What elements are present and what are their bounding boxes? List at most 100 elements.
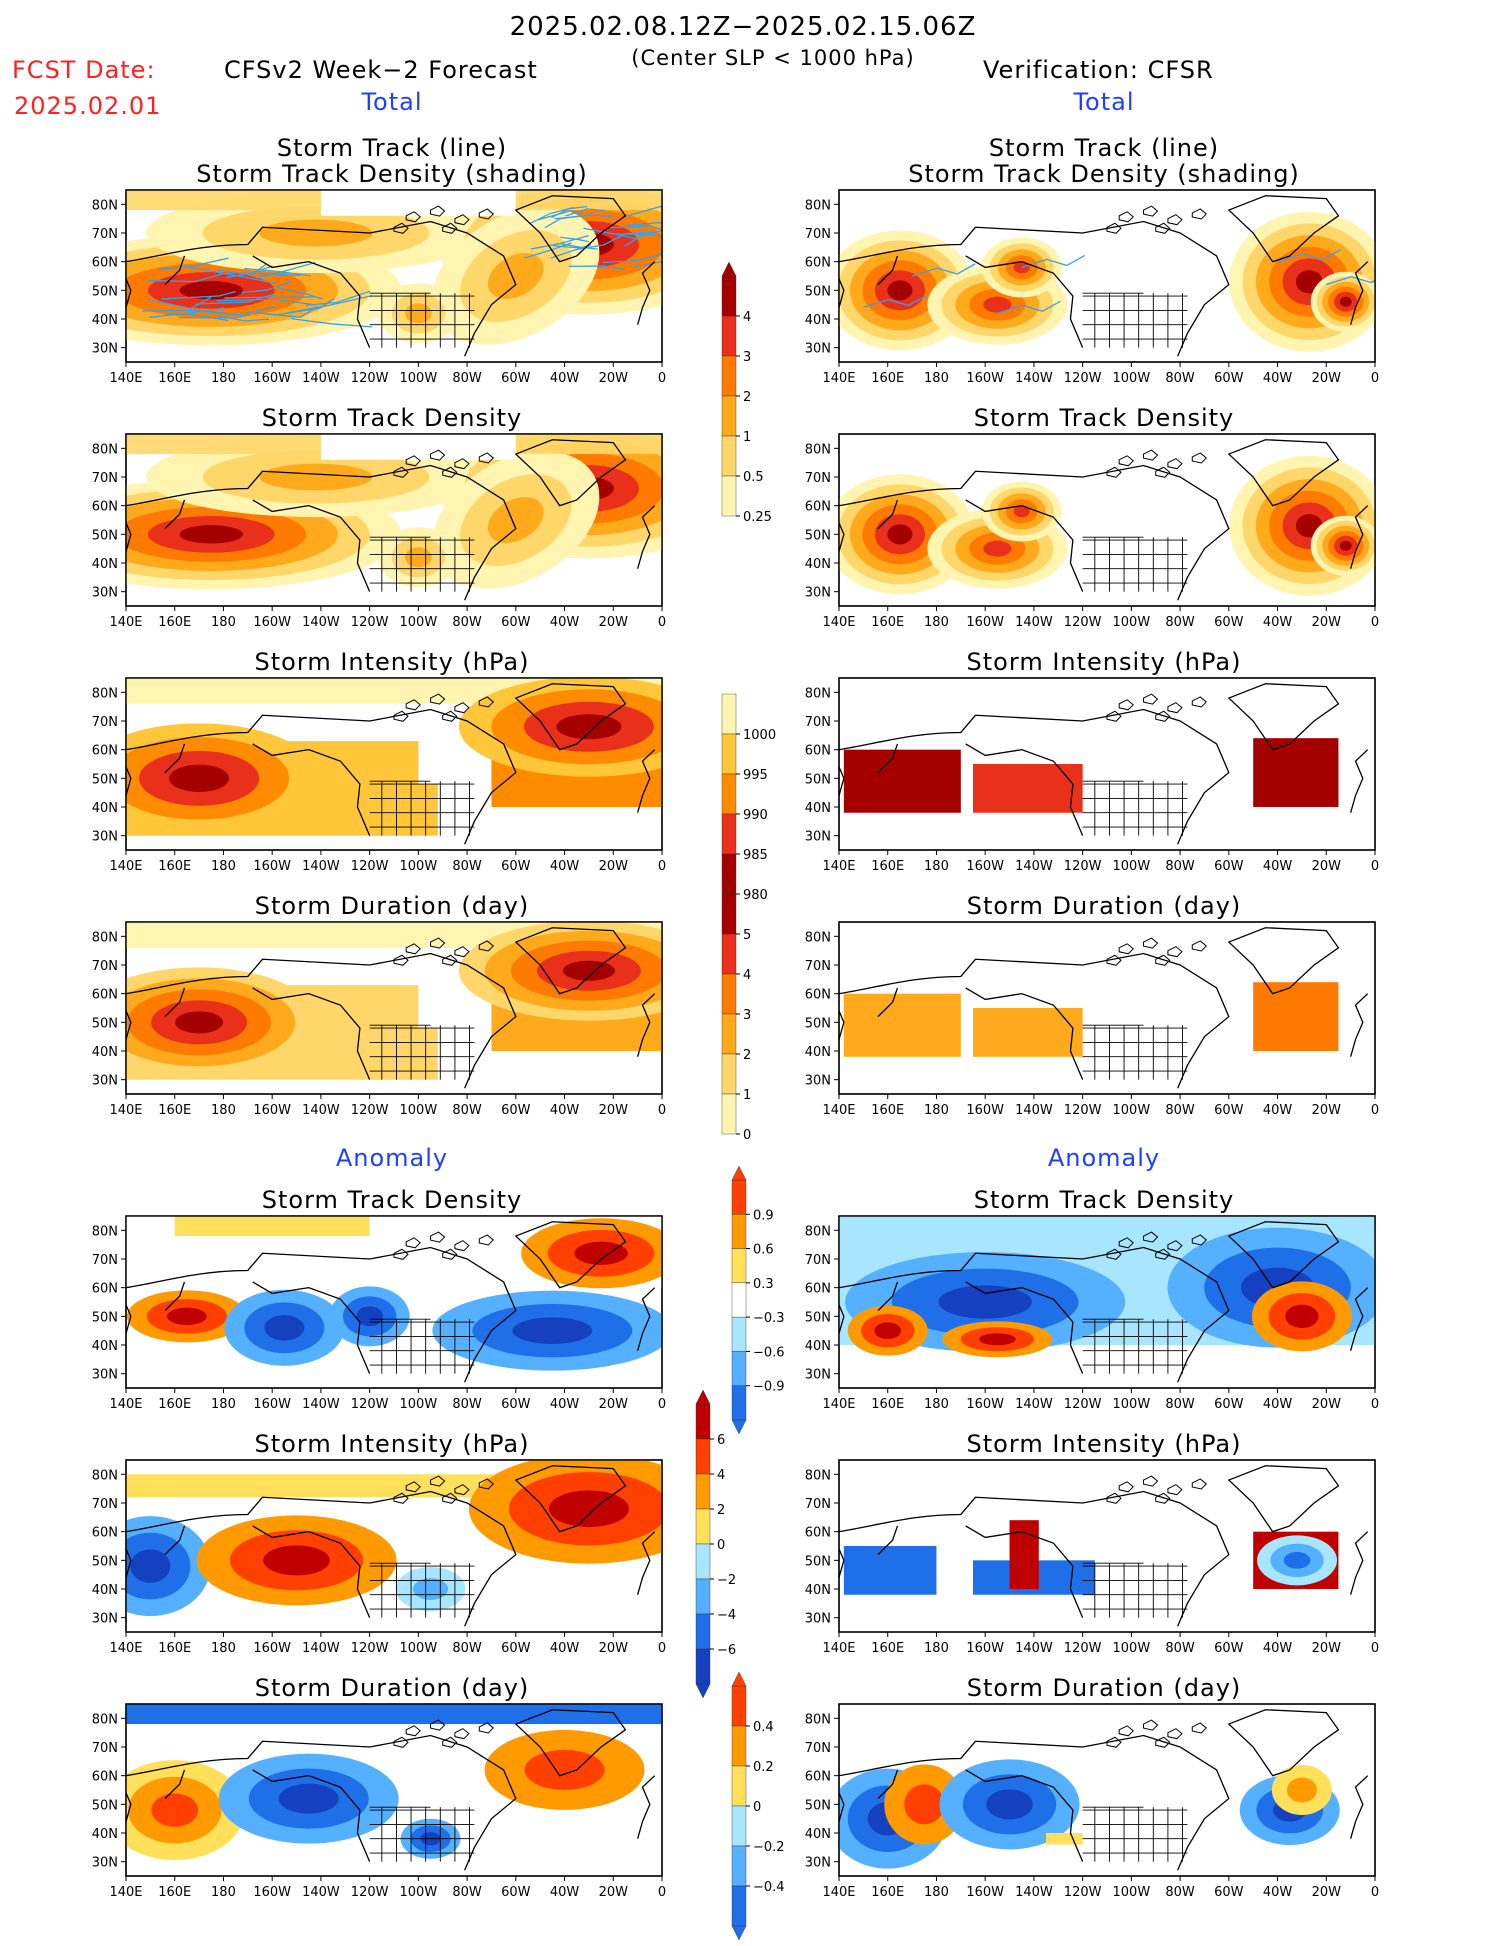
svg-text:80N: 80N [92,442,118,457]
svg-text:140E: 140E [822,859,855,874]
svg-text:140E: 140E [822,1885,855,1900]
svg-text:40N: 40N [805,1339,831,1354]
svg-text:140W: 140W [1015,1885,1053,1900]
svg-text:40W: 40W [550,1885,580,1900]
svg-text:20W: 20W [599,1103,629,1118]
svg-text:70N: 70N [92,1253,118,1268]
left-column-title: CFSv2 Week−2 Forecast [224,58,538,82]
svg-text:40N: 40N [805,1827,831,1842]
svg-text:160W: 160W [966,1103,1004,1118]
map-cfsr-duration: 140E 160E 180 160W 140W 120W 100W 80W 60W 40W 20W 0… [791,922,1385,1124]
svg-text:160E: 160E [158,371,191,386]
svg-text:0: 0 [1371,371,1379,386]
right-track-shading-title: Storm Track Density (shading) [908,160,1300,188]
svg-text:80N: 80N [805,686,831,701]
svg-text:0.3: 0.3 [753,1277,774,1292]
svg-text:100W: 100W [1113,1397,1151,1412]
svg-text:80W: 80W [1165,371,1195,386]
svg-text:60W: 60W [1214,1641,1244,1656]
svg-text:50N: 50N [92,1310,118,1325]
left-anom-density-title: Storm Track Density [262,1186,522,1214]
svg-text:50N: 50N [805,528,831,543]
svg-text:990: 990 [743,808,768,823]
svg-text:80W: 80W [452,371,482,386]
svg-text:120W: 120W [1064,1641,1102,1656]
svg-text:120W: 120W [1064,1103,1102,1118]
svg-text:40W: 40W [1263,1103,1293,1118]
svg-text:120W: 120W [351,859,389,874]
svg-text:60N: 60N [92,1526,118,1541]
map-cfsr-duration-anomaly: 140E 160E 180 160W 140W 120W 100W 80W 60W 40W 20W 0… [791,1704,1385,1906]
map-plot-svg: 140E 160E 180 160W 140W 120W 100W 80W 60W 40W 20W 0… [791,678,1385,880]
right-anomaly-heading: Anomaly [1048,1146,1160,1170]
svg-text:60N: 60N [805,1770,831,1785]
svg-text:70N: 70N [805,227,831,242]
svg-text:0: 0 [1371,859,1379,874]
map-plot-svg: 140E 160E 180 160W 140W 120W 100W 80W 60W 40W 20W 0… [791,434,1385,636]
svg-text:80W: 80W [1165,615,1195,630]
svg-text:0: 0 [1371,1641,1379,1656]
svg-text:30N: 30N [92,1074,118,1089]
svg-text:80N: 80N [92,1468,118,1483]
svg-text:140W: 140W [1015,1641,1053,1656]
colorbar-svg: 1000 995 990 985 980 [718,680,788,910]
svg-text:50N: 50N [92,1016,118,1031]
svg-text:140E: 140E [109,371,142,386]
left-total-heading: Total [361,90,422,114]
colorbar-svg: 0.40.20−0.2−0.4 [728,1672,798,1942]
svg-text:30N: 30N [805,342,831,357]
svg-text:40N: 40N [92,1583,118,1598]
svg-text:80W: 80W [452,1397,482,1412]
svg-text:100W: 100W [1113,1641,1151,1656]
svg-text:40N: 40N [805,557,831,572]
svg-text:80W: 80W [1165,1397,1195,1412]
svg-text:80N: 80N [805,1468,831,1483]
svg-text:180: 180 [924,615,949,630]
svg-text:40N: 40N [92,1827,118,1842]
svg-text:60W: 60W [1214,1397,1244,1412]
svg-text:−4: −4 [717,1608,736,1623]
svg-text:140W: 140W [302,1641,340,1656]
map-plot-svg: 140E 160E 180 160W 140W 120W 100W 80W 60W 40W 20W 0… [78,1216,672,1418]
svg-text:1000: 1000 [743,728,776,743]
svg-text:140E: 140E [109,1397,142,1412]
left-anomaly-heading: Anomaly [336,1146,448,1170]
map-plot-svg: 140E 160E 180 160W 140W 120W 100W 80W 60W 40W 20W 0… [78,922,672,1124]
svg-text:0: 0 [1371,615,1379,630]
colorbar-intensity-total: 1000 995 990 985 980 [718,680,788,914]
svg-text:180: 180 [924,1641,949,1656]
map-fcst-track-density-lines: 140E 160E 180 160W 140W 120W 100W 80W 60W 40W 20W 0… [78,190,672,392]
svg-text:50N: 50N [805,1554,831,1569]
svg-text:0.5: 0.5 [743,470,764,485]
map-plot-svg: 140E 160E 180 160W 140W 120W 100W 80W 60W 40W 20W 0… [78,190,672,392]
svg-text:160E: 160E [871,859,904,874]
svg-text:20W: 20W [1312,615,1342,630]
svg-text:50N: 50N [92,284,118,299]
map-plot-svg: 140E 160E 180 160W 140W 120W 100W 80W 60W 40W 20W 0… [791,922,1385,1124]
svg-text:180: 180 [211,371,236,386]
svg-text:180: 180 [211,1397,236,1412]
svg-text:60W: 60W [501,859,531,874]
map-plot-svg: 140E 160E 180 160W 140W 120W 100W 80W 60W 40W 20W 0… [78,434,672,636]
svg-text:60W: 60W [501,1103,531,1118]
svg-text:100W: 100W [400,1885,438,1900]
svg-text:40W: 40W [550,1397,580,1412]
right-density-title: Storm Track Density [974,404,1234,432]
right-duration-title: Storm Duration (day) [967,892,1242,920]
svg-text:40W: 40W [550,859,580,874]
map-plot-svg: 140E 160E 180 160W 140W 120W 100W 80W 60W 40W 20W 0… [791,190,1385,392]
svg-text:4: 4 [743,968,751,983]
map-plot-svg: 140E 160E 180 160W 140W 120W 100W 80W 60W 40W 20W 0… [791,1216,1385,1418]
svg-text:30N: 30N [805,1612,831,1627]
colorbar-svg: 43210.50.25 [718,262,788,532]
svg-text:100W: 100W [1113,859,1151,874]
svg-text:2: 2 [743,1048,751,1063]
svg-text:70N: 70N [92,715,118,730]
svg-text:60N: 60N [805,1526,831,1541]
map-plot-svg: 140E 160E 180 160W 140W 120W 100W 80W 60W 40W 20W 0… [78,1704,672,1906]
svg-text:120W: 120W [351,371,389,386]
svg-text:30N: 30N [92,830,118,845]
svg-text:160E: 160E [871,1885,904,1900]
svg-text:160W: 160W [253,1103,291,1118]
svg-text:3: 3 [743,350,751,365]
